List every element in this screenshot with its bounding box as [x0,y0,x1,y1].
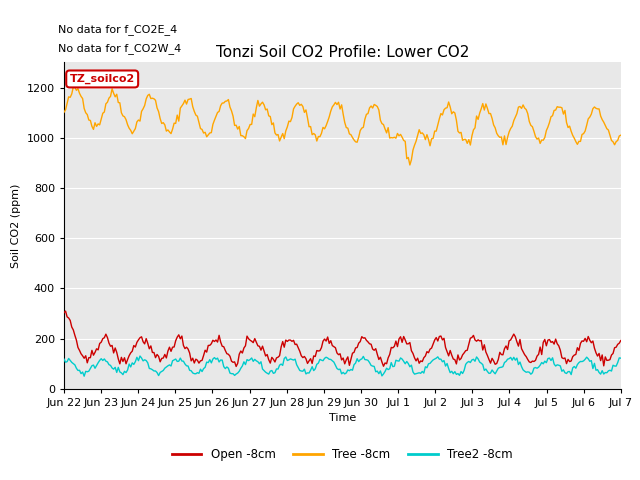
X-axis label: Time: Time [329,413,356,423]
Text: TZ_soilco2: TZ_soilco2 [70,74,135,84]
Legend: Open -8cm, Tree -8cm, Tree2 -8cm: Open -8cm, Tree -8cm, Tree2 -8cm [167,444,518,466]
Title: Tonzi Soil CO2 Profile: Lower CO2: Tonzi Soil CO2 Profile: Lower CO2 [216,45,469,60]
Y-axis label: Soil CO2 (ppm): Soil CO2 (ppm) [12,183,21,268]
Text: No data for f_CO2W_4: No data for f_CO2W_4 [58,43,181,54]
Text: No data for f_CO2E_4: No data for f_CO2E_4 [58,24,177,35]
